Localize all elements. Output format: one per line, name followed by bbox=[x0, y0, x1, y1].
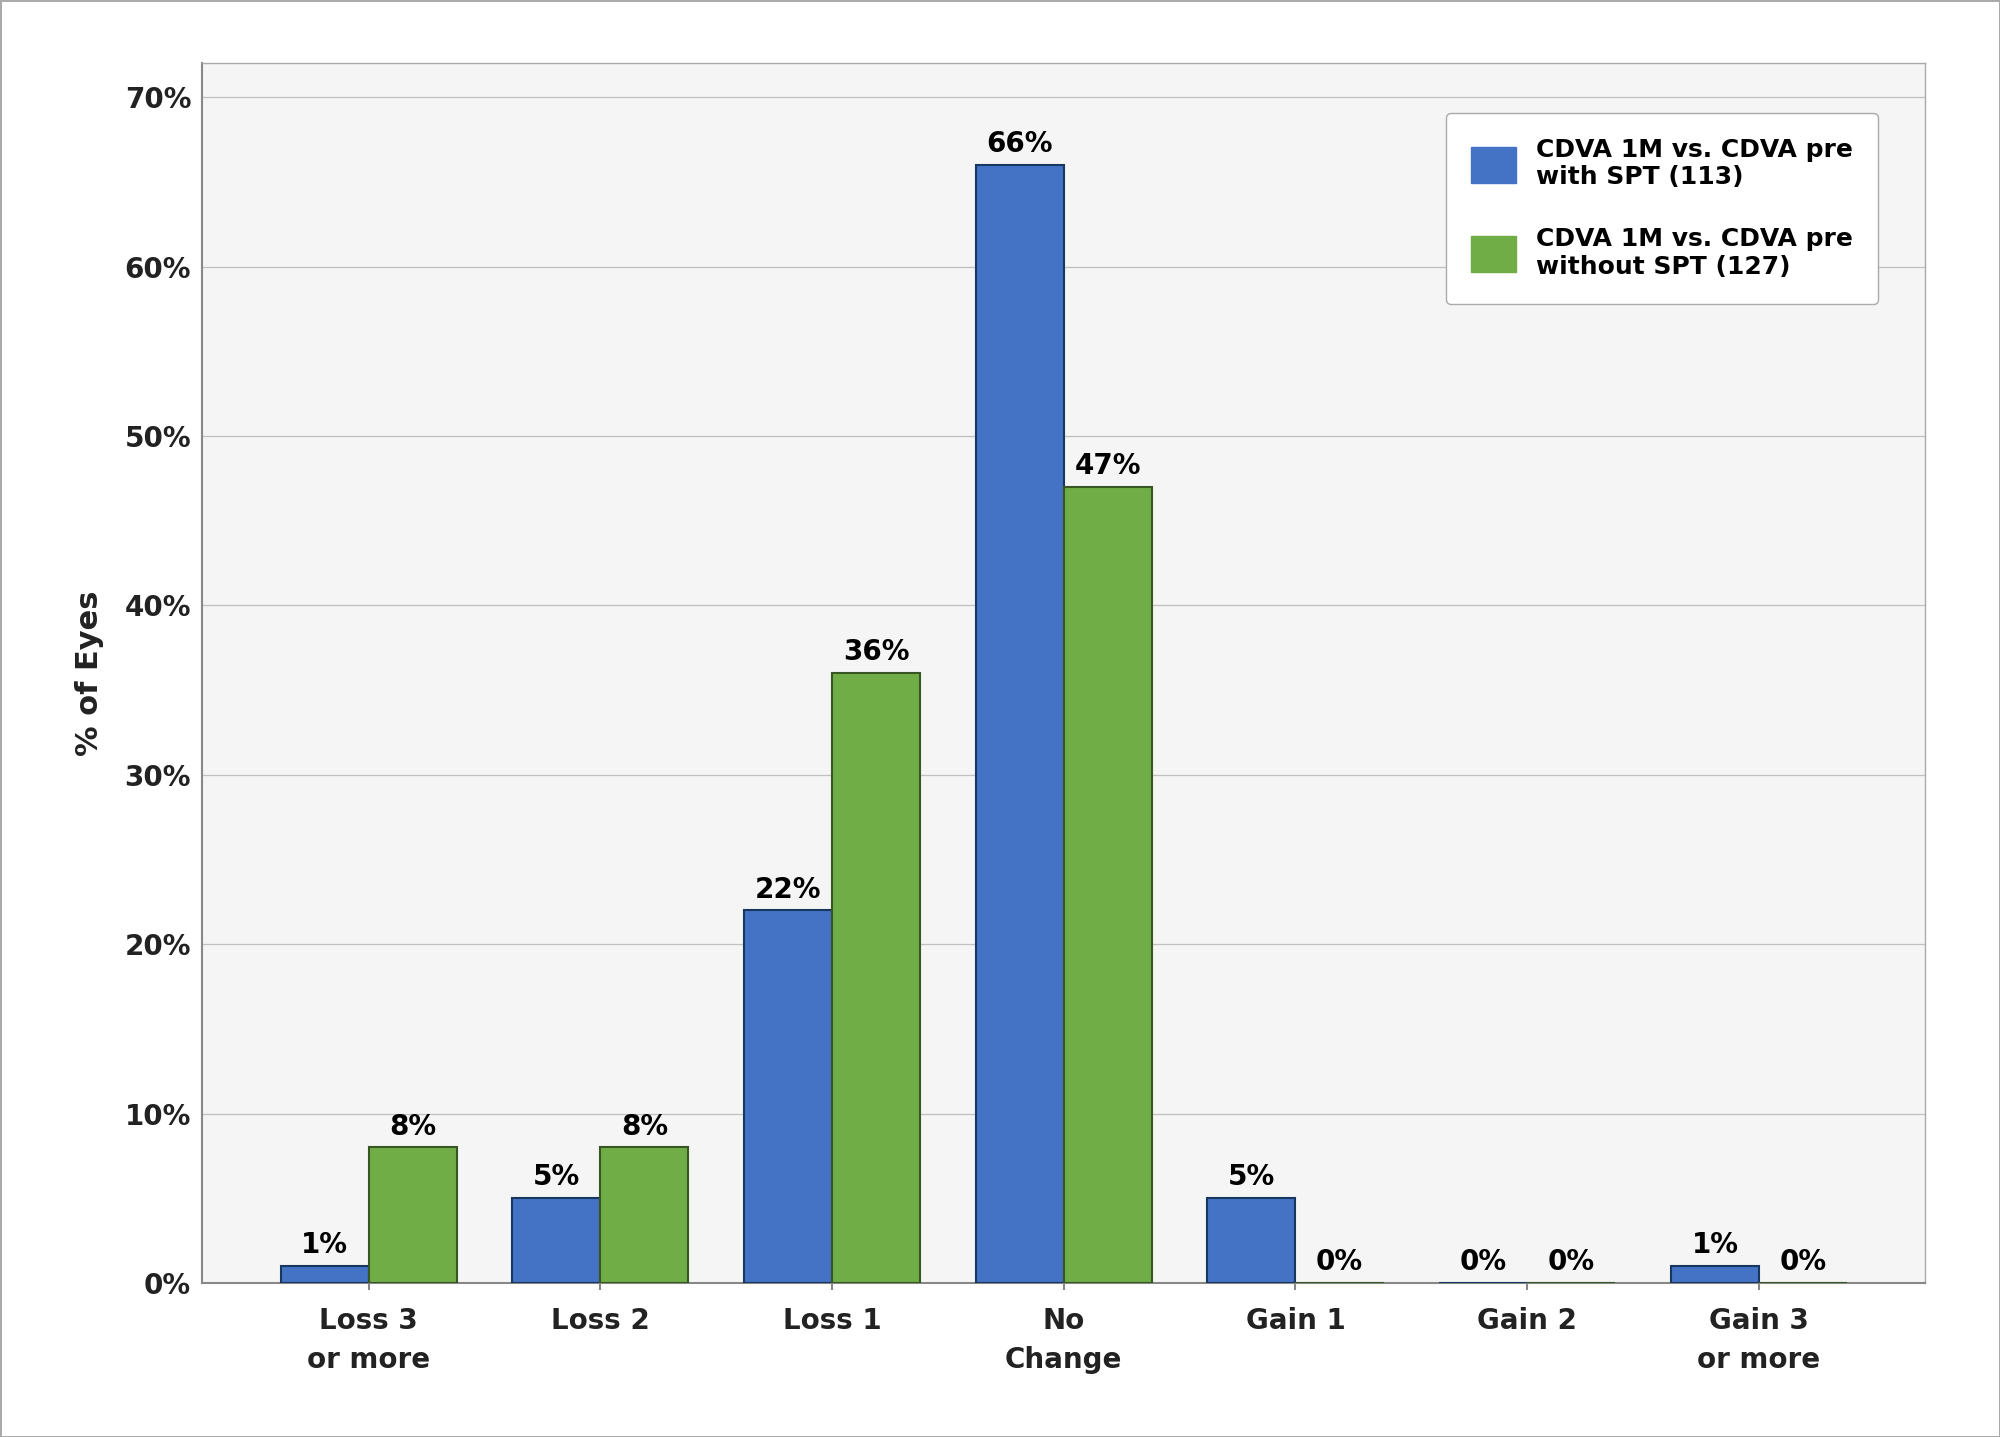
Text: 5%: 5% bbox=[532, 1164, 580, 1191]
Bar bbox=[512, 1198, 600, 1283]
Legend: CDVA 1M vs. CDVA pre
with SPT (113), CDVA 1M vs. CDVA pre
without SPT (127): CDVA 1M vs. CDVA pre with SPT (113), CDV… bbox=[1446, 112, 1878, 303]
Text: 0%: 0% bbox=[1780, 1249, 1826, 1276]
Text: 8%: 8% bbox=[620, 1112, 668, 1141]
Bar bbox=[368, 1147, 456, 1283]
Bar bbox=[744, 910, 832, 1283]
Text: 8%: 8% bbox=[390, 1112, 436, 1141]
Text: 22%: 22% bbox=[754, 875, 822, 904]
Bar bbox=[1670, 1266, 1758, 1283]
Bar bbox=[1064, 487, 1152, 1283]
Bar bbox=[600, 1147, 688, 1283]
Bar bbox=[832, 673, 920, 1283]
Bar bbox=[976, 165, 1064, 1283]
Text: 5%: 5% bbox=[1228, 1164, 1276, 1191]
Text: 1%: 1% bbox=[302, 1232, 348, 1259]
Y-axis label: % of Eyes: % of Eyes bbox=[74, 591, 104, 756]
Bar bbox=[1208, 1198, 1296, 1283]
Text: 0%: 0% bbox=[1548, 1249, 1594, 1276]
Text: 36%: 36% bbox=[842, 638, 910, 667]
Text: 1%: 1% bbox=[1692, 1232, 1738, 1259]
Text: 0%: 0% bbox=[1460, 1249, 1506, 1276]
Text: 0%: 0% bbox=[1316, 1249, 1364, 1276]
Text: 66%: 66% bbox=[986, 131, 1054, 158]
Bar bbox=[280, 1266, 368, 1283]
Text: 47%: 47% bbox=[1074, 453, 1142, 480]
